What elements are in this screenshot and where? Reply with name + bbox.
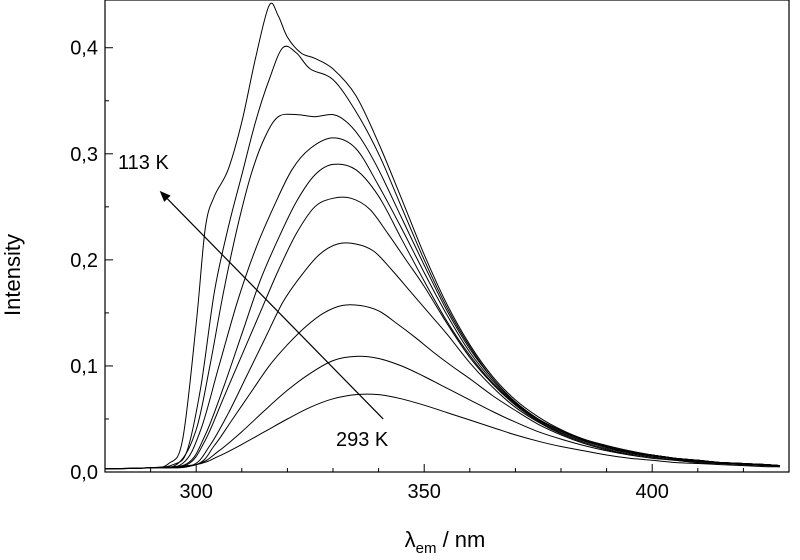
y-axis-title: Intensity (0, 234, 25, 316)
y-tick-label: 0,0 (70, 462, 98, 484)
y-axis-title-group: Intensity (0, 234, 25, 316)
spectrum-line-5 (104, 163, 780, 470)
annotation-113k: 113 K (118, 152, 169, 174)
x-axis-unit: / nm (436, 527, 485, 552)
axis-ticks: 300 350 400 0,0 0,1 0,2 0,3 0,4 (70, 38, 790, 503)
spectrum-line-9 (104, 355, 780, 470)
y-tick-label: 0,3 (70, 144, 98, 166)
y-tick-label: 0,2 (70, 250, 98, 272)
x-axis-subscript: em (416, 540, 437, 557)
x-tick-label: 400 (636, 481, 669, 503)
annotation-293k: 293 K (336, 429, 389, 451)
temperature-arrow (166, 198, 384, 420)
x-axis-title: λem / nm (405, 527, 486, 557)
spectrum-line-4 (104, 137, 780, 470)
plot-frame (104, 0, 790, 473)
spectrum-line-2 (104, 45, 780, 470)
y-tick-label: 0,1 (70, 356, 98, 378)
arrow-head-icon (159, 190, 171, 202)
spectrum-line-7 (104, 242, 780, 470)
spectrum-line-1 (104, 2, 780, 470)
x-tick-label: 350 (408, 481, 441, 503)
plot-area (104, 2, 780, 470)
x-tick-label: 300 (180, 481, 213, 503)
y-tick-label: 0,4 (70, 38, 98, 60)
x-axis-symbol: λ (405, 527, 416, 552)
spectrum-line-10 (104, 393, 780, 470)
spectrum-line-3 (104, 113, 780, 470)
